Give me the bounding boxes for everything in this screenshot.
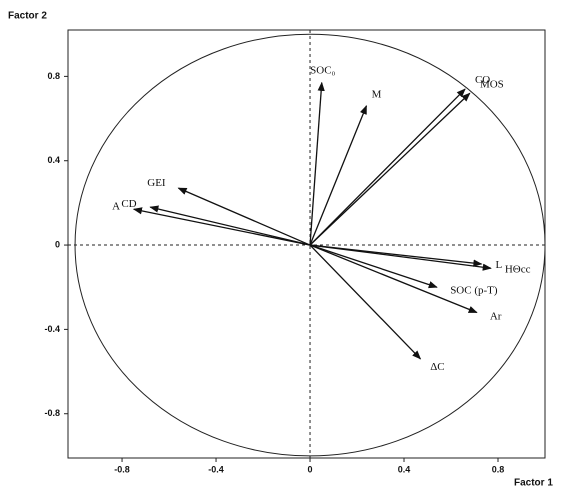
loading-arrow — [177, 187, 311, 246]
loading-arrow — [309, 244, 478, 314]
loading-arrow — [149, 205, 311, 246]
x-tick-label: -0.8 — [114, 464, 130, 474]
y-tick-label: -0.4 — [44, 324, 60, 334]
x-tick-label: 0 — [308, 464, 313, 474]
loading-arrow — [309, 92, 471, 246]
y-tick-label: 0 — [55, 239, 60, 249]
loading-arrow — [309, 244, 422, 360]
vector-label: SOC (p-T) — [450, 285, 498, 297]
vector-label: M — [372, 88, 382, 100]
loading-arrow — [309, 244, 483, 267]
x-axis-title: Factor 1 — [514, 478, 553, 489]
x-tick-label: -0.4 — [208, 464, 224, 474]
loading-arrow — [309, 88, 466, 246]
y-axis-title: Factor 2 — [8, 11, 47, 22]
vector-label: HΘcc — [505, 263, 531, 275]
loading-arrow — [309, 244, 438, 289]
x-tick-label: 0.8 — [492, 464, 505, 474]
y-tick-label: 0.8 — [47, 71, 60, 81]
loading-arrow — [309, 105, 368, 246]
y-tick-label: -0.8 — [44, 408, 60, 418]
vector-label: Ar — [490, 311, 502, 323]
vector-label: CD — [121, 198, 136, 210]
y-tick-label: 0.4 — [47, 155, 60, 165]
loading-arrow — [309, 81, 325, 246]
vector-label: L — [495, 259, 502, 271]
vector-label: SOC₀ — [310, 64, 335, 76]
vector-label: CO — [475, 74, 490, 86]
loading-arrow — [132, 207, 311, 246]
vector-label: GEI — [147, 177, 166, 189]
vector-label: MOS — [480, 79, 504, 91]
x-tick-label: 0.4 — [398, 464, 411, 474]
plot-frame — [67, 29, 546, 459]
vector-label: A — [112, 200, 120, 212]
vector-label: ΔC — [430, 361, 444, 373]
